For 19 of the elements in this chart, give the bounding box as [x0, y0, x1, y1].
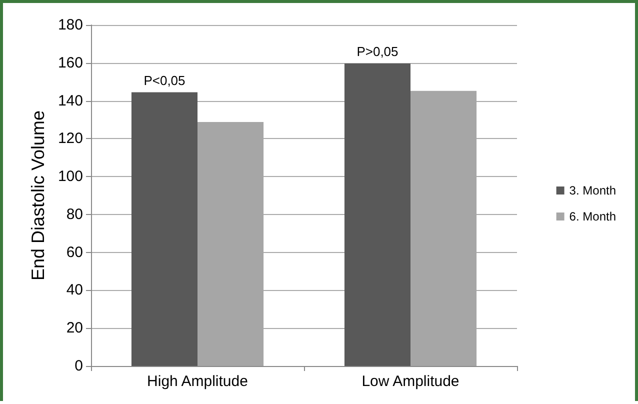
annotation: P>0,05: [356, 44, 398, 59]
y-tick-label: 140: [58, 92, 83, 110]
y-tick-label: 160: [58, 54, 83, 72]
y-tick-label: 60: [66, 244, 83, 261]
y-tick-label: 40: [66, 282, 83, 299]
y-tick-label: 100: [58, 168, 83, 186]
bar: [344, 63, 410, 366]
legend-label: 6. Month: [569, 210, 616, 224]
x-tick-label: High Amplitude: [147, 373, 248, 390]
y-tick-label: 20: [66, 320, 83, 337]
y-tick-label: 180: [58, 16, 83, 34]
y-tick-label: 80: [66, 206, 83, 223]
x-tick-label: Low Amplitude: [362, 373, 460, 390]
y-axis-title: End Diastolic Volume: [28, 110, 48, 281]
annotation: P<0,05: [144, 72, 186, 88]
legend-label: 3. Month: [569, 184, 616, 198]
y-tick-label: 0: [74, 358, 83, 374]
y-tick-label: 120: [58, 130, 83, 148]
bar: [131, 92, 198, 366]
